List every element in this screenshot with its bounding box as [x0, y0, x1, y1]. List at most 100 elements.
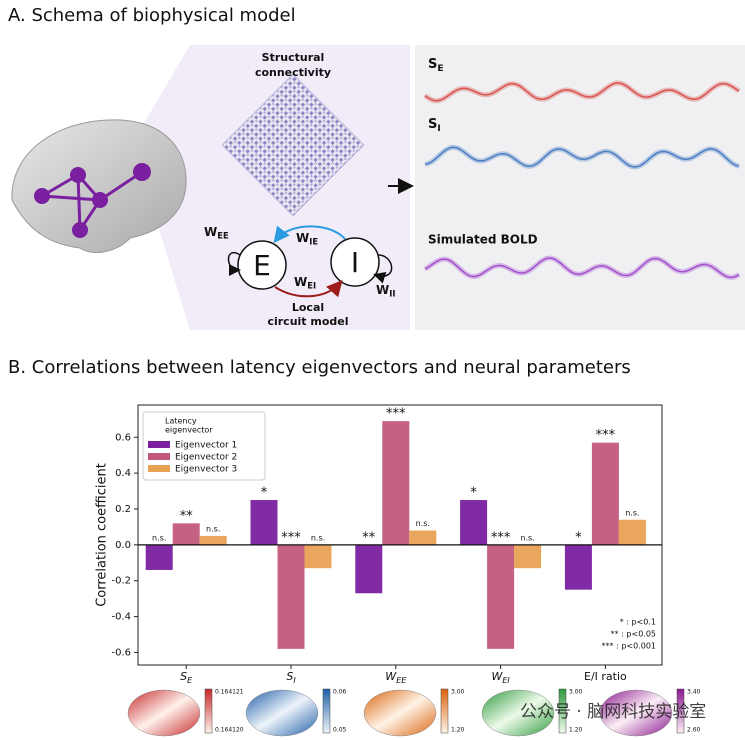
trace	[424, 257, 740, 279]
p-value-note: * : p<0.1	[620, 618, 656, 627]
trace-panel	[415, 45, 745, 330]
w-ie-sub: IE	[309, 236, 318, 246]
s-i-label: SI	[428, 117, 441, 134]
legend-box	[142, 411, 266, 481]
bar	[250, 500, 278, 545]
brain-map	[599, 689, 673, 737]
x-tick-main: E/I ratio	[584, 670, 627, 683]
colorbar	[676, 688, 685, 734]
legend-entry: Eigenvector 1	[175, 441, 237, 451]
significance-label: n.s.	[206, 524, 220, 533]
w-ii-main: W	[376, 283, 389, 297]
y-tick-label: -0.6	[111, 647, 131, 658]
y-axis-label: Correlation coefficient	[95, 463, 110, 607]
significance-label: n.s.	[625, 508, 639, 517]
bar	[172, 523, 200, 545]
significance-label: n.s.	[152, 533, 166, 542]
colorbar-min: 1.20	[569, 727, 583, 734]
colorbar	[322, 688, 331, 734]
bold-label: Simulated BOLD	[428, 233, 538, 247]
bar	[564, 544, 592, 590]
significance-label: n.s.	[416, 519, 430, 528]
w-ei: WEI	[294, 275, 316, 291]
bar	[355, 544, 383, 594]
bar	[460, 500, 488, 545]
x-tick-sub: EE	[396, 676, 407, 685]
brain	[11, 119, 187, 253]
significance-label: ***	[596, 428, 616, 443]
x-tick-main: W	[491, 670, 503, 683]
w-ee-main: W	[204, 225, 217, 239]
w-ii-sub: II	[389, 288, 395, 298]
w-ei-sub: EI	[307, 280, 316, 290]
colorbar	[558, 688, 567, 734]
significance-label: n.s.	[520, 533, 534, 542]
watermark: 公众号 · 脑网科技实验室	[520, 702, 706, 722]
trace	[424, 82, 740, 102]
colorbar-max: 0.06	[333, 689, 347, 696]
w-ii: WII	[376, 283, 395, 299]
x-tick-label: WEI	[491, 670, 510, 685]
s-i-label-sub: I	[437, 123, 440, 133]
colorbar-min: 2.60	[687, 727, 701, 734]
arrow-ii	[373, 254, 393, 284]
legend-entry: Eigenvector 3	[175, 465, 237, 475]
legend-swatch	[148, 453, 170, 460]
x-tick-sub: EI	[502, 676, 510, 685]
bar	[618, 519, 646, 545]
bar	[277, 544, 305, 649]
node-e: E	[253, 249, 271, 282]
x-tick-main: S	[180, 670, 187, 683]
bar	[409, 530, 437, 545]
w-ei-main: W	[294, 275, 307, 289]
circuit-label: circuit model	[267, 315, 348, 328]
y-tick-label: -0.2	[111, 576, 131, 587]
colorbar-max: 3.00	[569, 689, 583, 696]
significance-label: *	[575, 530, 582, 545]
legend-swatch	[148, 465, 170, 472]
y-tick-label: 0.0	[115, 540, 131, 551]
panel-title: A. Schema of biophysical model	[8, 5, 296, 26]
x-tick-main: S	[286, 670, 293, 683]
legend-swatch	[148, 441, 170, 448]
connectivity-label: Structural	[262, 51, 325, 64]
s-e-label-main: S	[428, 57, 437, 72]
significance-label: ***	[281, 530, 301, 545]
colorbar	[440, 688, 449, 734]
colorbar	[204, 688, 213, 734]
arrow-ee	[227, 252, 241, 276]
colorbar-max: 3.00	[451, 689, 465, 696]
plot-frame	[137, 404, 663, 666]
colorbar-max: 3.40	[687, 689, 701, 696]
arrow-ei	[274, 280, 343, 298]
y-tick-label: 0.2	[115, 504, 131, 515]
arrow-ie	[273, 225, 346, 244]
y-tick-label: -0.4	[111, 612, 131, 623]
bar	[145, 544, 173, 570]
w-ee: WEE	[204, 225, 229, 241]
x-tick-main: W	[385, 670, 397, 683]
significance-label: *	[470, 486, 477, 501]
s-i-label-main: S	[428, 117, 437, 132]
brain-map	[363, 689, 437, 737]
legend-title: Latency	[165, 417, 197, 426]
x-tick-sub: I	[293, 676, 296, 685]
w-ee-sub: EE	[217, 230, 229, 240]
network-nodes	[34, 163, 151, 238]
y-tick-label: 0.4	[115, 468, 131, 479]
significance-label: **	[180, 509, 194, 524]
trace	[424, 146, 740, 168]
connectivity-label: connectivity	[255, 66, 331, 79]
colorbar-min: 0.05	[333, 727, 347, 734]
brain-map	[245, 689, 319, 737]
x-tick-label: E/I ratio	[584, 670, 627, 683]
brain-map	[481, 689, 555, 737]
significance-label: *	[261, 486, 268, 501]
node-i: I	[351, 246, 359, 279]
x-tick-label: SE	[180, 670, 193, 685]
legend-title: eigenvector	[165, 426, 213, 435]
colorbar-max: 0.164121	[215, 689, 244, 696]
x-tick-sub: E	[187, 676, 193, 685]
y-tick-label: 0.6	[115, 432, 131, 443]
